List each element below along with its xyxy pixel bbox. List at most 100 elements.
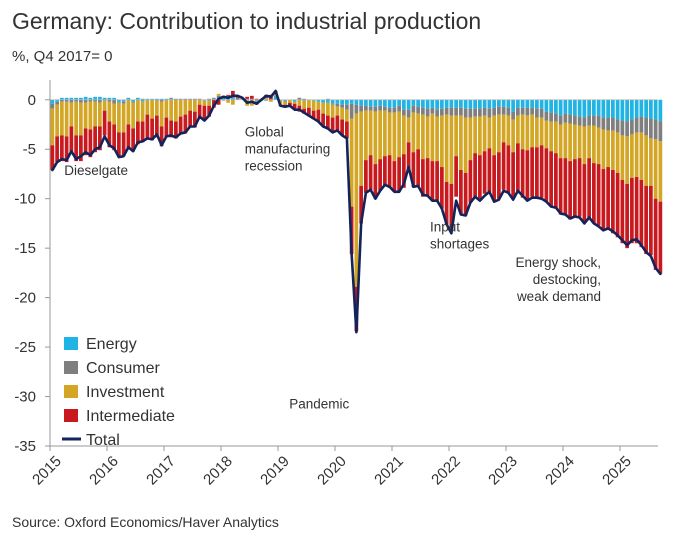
bar-investment: [478, 116, 482, 156]
bar-investment: [231, 99, 235, 105]
bar-consumer: [354, 104, 359, 114]
bar-intermediate: [321, 113, 325, 127]
bar-consumer: [117, 101, 121, 103]
bar-investment: [421, 114, 425, 160]
bar-energy: [425, 99, 430, 109]
bar-intermediate: [64, 136, 69, 163]
bar-energy: [88, 97, 93, 100]
bar-consumer: [525, 107, 530, 116]
bar-energy: [335, 99, 340, 104]
bar-intermediate: [216, 99, 221, 105]
bar-energy: [430, 99, 435, 108]
bar-investment: [425, 116, 430, 159]
bar-investment: [269, 99, 273, 102]
bar-intermediate: [587, 158, 591, 218]
bar-investment: [307, 99, 311, 108]
bar-intermediate: [487, 148, 492, 193]
bar-intermediate: [606, 167, 610, 230]
annotation-line: shortages: [430, 236, 490, 251]
bar-intermediate: [383, 156, 387, 186]
bar-energy: [93, 96, 97, 100]
bar-consumer: [155, 99, 159, 101]
bar-energy: [55, 99, 59, 102]
bar-energy: [440, 99, 444, 109]
bar-energy: [444, 99, 449, 108]
bar-energy: [326, 99, 330, 103]
bar-energy: [535, 99, 539, 109]
bar-investment: [354, 113, 359, 287]
y-tick-label: 0: [28, 92, 36, 109]
bar-investment: [316, 101, 321, 110]
bar-consumer: [444, 107, 449, 115]
bar-consumer: [226, 95, 230, 97]
legend-swatch-intermediate: [64, 409, 78, 422]
bar-intermediate: [378, 159, 382, 191]
bar-investment: [630, 134, 634, 178]
bar-investment: [69, 102, 74, 127]
bar-consumer: [478, 108, 482, 117]
bar-intermediate: [107, 121, 112, 148]
annotation-line: manufacturing: [245, 141, 331, 156]
bar-investment: [140, 101, 145, 122]
bar-consumer: [620, 120, 625, 136]
bar-intermediate: [102, 110, 107, 136]
y-tick-label: -5: [23, 141, 36, 158]
bar-investment: [411, 112, 416, 153]
bar-intermediate: [207, 105, 211, 117]
annotation-global-recession: Global manufacturing recession: [245, 124, 331, 173]
bar-intermediate: [639, 179, 644, 248]
bar-investment: [634, 132, 639, 177]
bar-investment: [330, 104, 335, 118]
bar-consumer: [421, 107, 425, 115]
bar-energy: [98, 96, 102, 100]
bar-consumer: [416, 106, 420, 114]
bar-investment: [444, 114, 449, 182]
bar-energy: [644, 99, 648, 118]
bar-investment: [535, 117, 539, 148]
bar-intermediate: [197, 104, 202, 118]
legend-label-energy: Energy: [86, 336, 137, 353]
bar-energy: [421, 99, 425, 108]
bar-energy: [468, 99, 473, 109]
bar-investment: [169, 99, 173, 121]
bar-energy: [117, 99, 121, 102]
total-line-layer: [51, 89, 662, 334]
bar-energy: [630, 99, 634, 120]
x-tick-label: 2017: [143, 453, 179, 489]
bar-intermediate: [511, 152, 515, 199]
bar-investment: [174, 99, 178, 122]
bar-intermediate: [231, 90, 235, 97]
bar-consumer: [383, 106, 387, 111]
bar-consumer: [425, 108, 430, 117]
x-tick-label: 2023: [485, 453, 521, 489]
bar-investment: [50, 108, 55, 146]
bar-investment: [516, 115, 520, 144]
bar-energy: [79, 97, 83, 100]
bar-investment: [392, 112, 397, 162]
bar-energy: [145, 98, 150, 100]
bar-consumer: [88, 99, 93, 102]
bar-intermediate: [392, 161, 397, 192]
bar-energy: [639, 99, 644, 117]
bar-energy: [155, 98, 159, 100]
bar-consumer: [140, 98, 145, 100]
bar-investment: [207, 100, 211, 106]
bar-consumer: [64, 99, 69, 102]
bar-consumer: [402, 109, 406, 116]
bar-consumer: [50, 103, 55, 109]
bar-investment: [55, 104, 59, 137]
bar-intermediate: [193, 111, 197, 128]
bar-investment: [188, 99, 192, 111]
bar-energy: [411, 99, 416, 106]
bar-energy: [563, 99, 568, 114]
bar-consumer: [639, 116, 644, 133]
bar-investment: [349, 118, 354, 207]
bar-consumer: [112, 99, 116, 104]
bar-energy: [102, 97, 107, 100]
bar-intermediate: [150, 118, 154, 141]
bar-investment: [582, 126, 587, 165]
bar-investment: [544, 120, 549, 149]
bar-energy: [131, 99, 135, 102]
bar-consumer: [497, 106, 501, 115]
bar-investment: [112, 103, 116, 125]
